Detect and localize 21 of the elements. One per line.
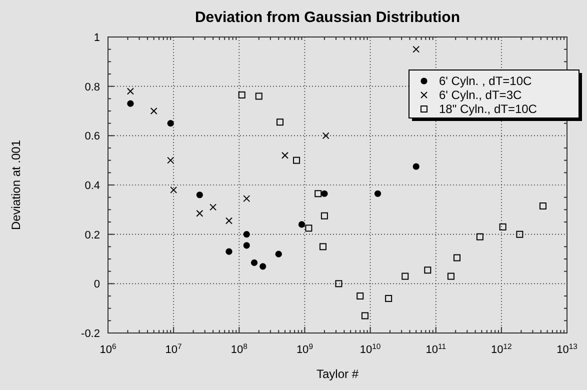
x-tick-label: 10$^{13}$ (556, 342, 578, 356)
x-tick-label: 10$^{10}$ (360, 342, 381, 356)
legend-label: 6' Cyln., dT=3C (439, 88, 522, 102)
chart-title: Deviation from Gaussian Distribution (194, 9, 460, 26)
x-tick-label: 10$^{7}$ (165, 342, 182, 356)
y-tick-label: 0.6 (84, 130, 100, 143)
y-tick-label: 0 (94, 278, 100, 291)
y-tick-label: 1 (94, 32, 100, 44)
x-tick-label: 10$^{6}$ (100, 342, 116, 356)
y-tick-label: -0.2 (81, 328, 100, 340)
x-axis-title: Taylor # (316, 367, 359, 381)
y-tick-label: 0.4 (84, 180, 100, 192)
y-tick-label: 0.8 (84, 81, 100, 94)
x-tick-label: 10$^{8}$ (230, 342, 248, 356)
legend-label: 18" Cyln., dT=10C (439, 102, 538, 116)
legend-label: 6' Cyln. , dT=10C (439, 74, 532, 88)
x-tick-label: 10$^{12}$ (491, 342, 512, 356)
y-tick-label: 0.2 (84, 229, 100, 242)
x-tick-label: 10$^{11}$ (426, 342, 446, 356)
x-tick-label: 10$^{9}$ (296, 342, 313, 356)
y-axis-title: Deviation at .001 (9, 140, 23, 230)
